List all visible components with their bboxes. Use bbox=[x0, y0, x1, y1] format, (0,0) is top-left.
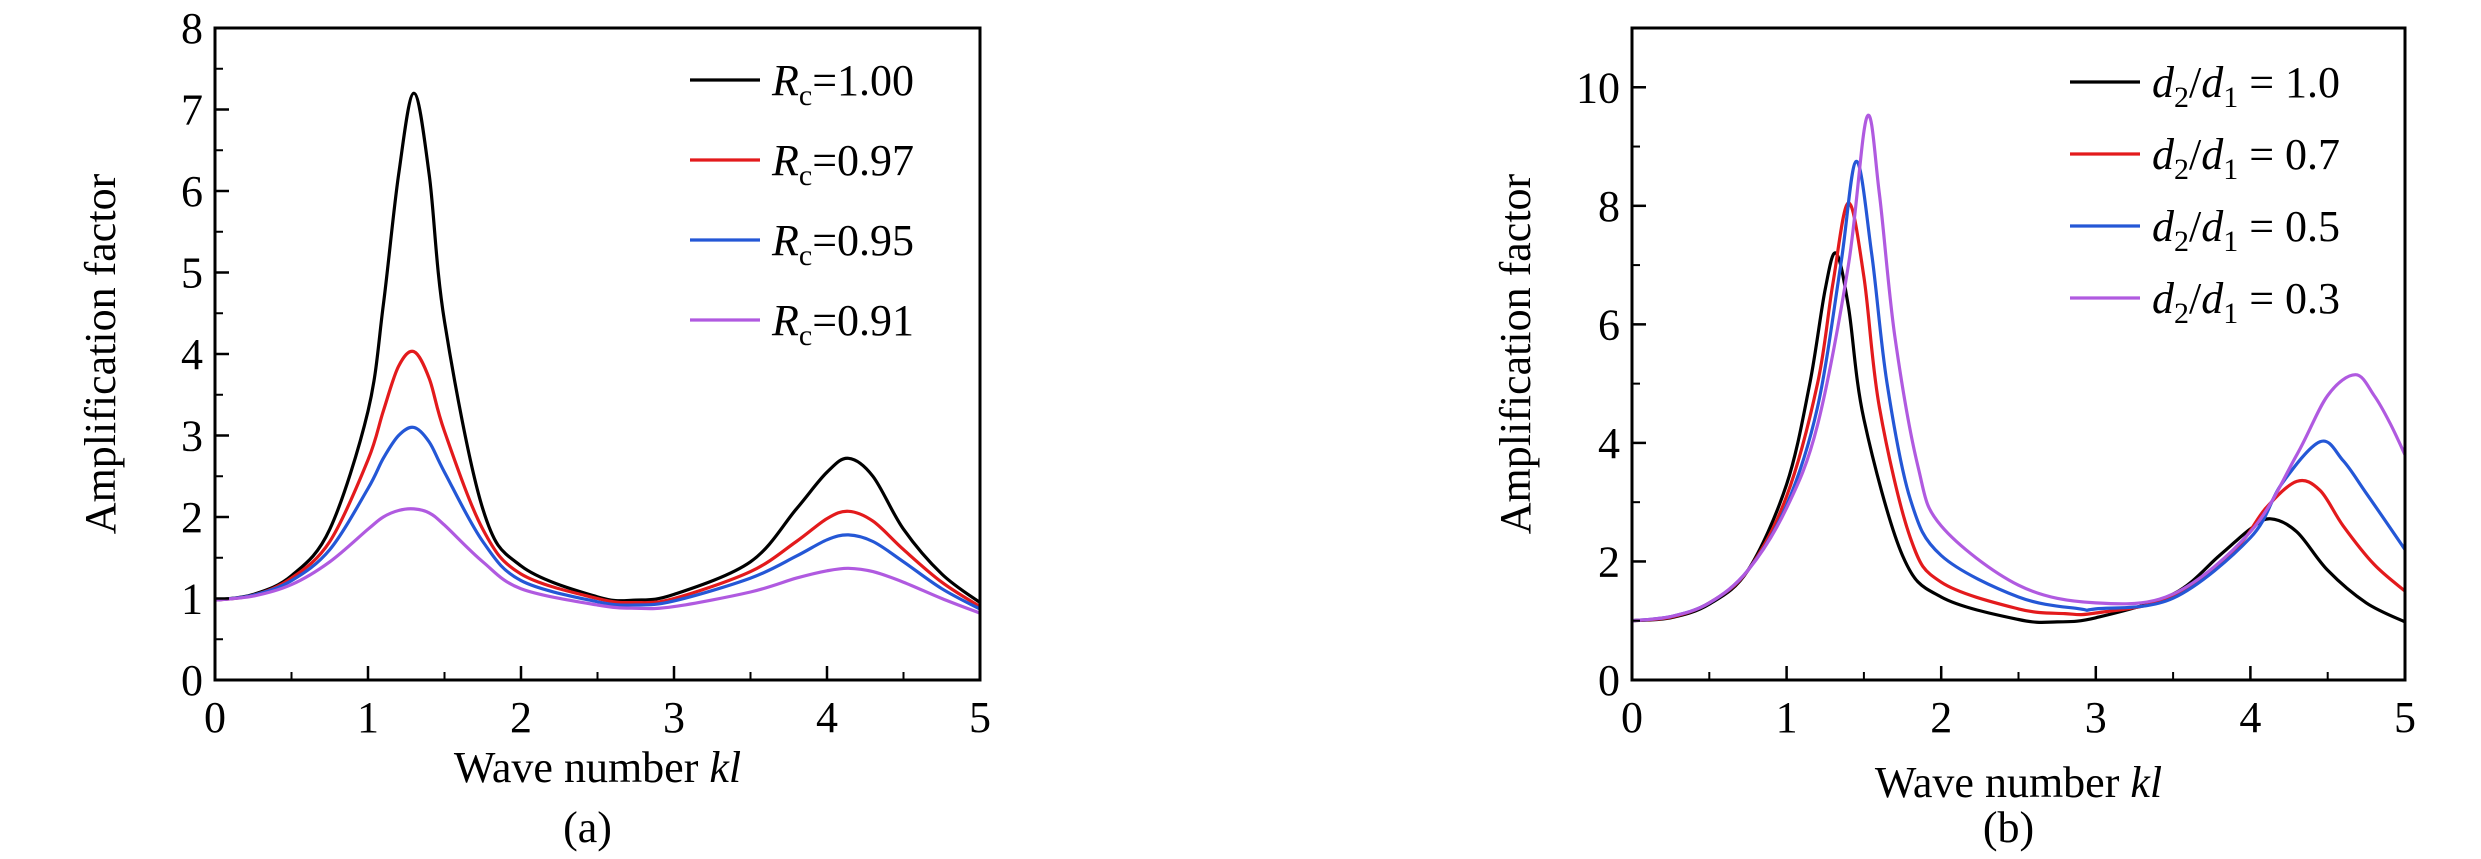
series-line-1 bbox=[215, 91, 980, 604]
x-tick-label: 1 bbox=[357, 693, 379, 742]
y-axis-label: Amplification factor bbox=[1491, 173, 1540, 534]
panel-caption: (b) bbox=[1983, 803, 2034, 852]
legend-entry: d2/d1 = 0.7 bbox=[2152, 130, 2340, 186]
x-tick-label: 4 bbox=[816, 693, 838, 742]
panel-caption: (a) bbox=[563, 803, 612, 852]
y-tick-label: 6 bbox=[181, 167, 203, 216]
x-tick-label: 2 bbox=[1930, 693, 1952, 742]
legend: Rc=1.00 Rc=0.97 Rc=0.95 Rc=0.91 bbox=[690, 56, 914, 352]
series-line-2 bbox=[215, 349, 980, 608]
x-tick-label: 2 bbox=[510, 693, 532, 742]
x-tick-label: 5 bbox=[969, 693, 991, 742]
y-tick-label: 5 bbox=[181, 249, 203, 298]
legend-entry: Rc=0.97 bbox=[771, 136, 914, 192]
y-tick-label: 8 bbox=[181, 4, 203, 53]
x-tick-label: 0 bbox=[1621, 693, 1643, 742]
x-tick-label: 3 bbox=[663, 693, 685, 742]
x-tick-label: 0 bbox=[204, 693, 226, 742]
series-line-4 bbox=[1632, 113, 2405, 623]
chart-panel-b: 0 1 2 3 4 5 0 2 4 6 8 10 Amplification factor Wave nu… bbox=[1491, 26, 2416, 852]
legend-entry: d2/d1 = 0.3 bbox=[2152, 274, 2340, 330]
y-tick-label: 0 bbox=[181, 656, 203, 705]
plot-frame bbox=[213, 26, 982, 682]
legend-entry: Rc=0.91 bbox=[771, 296, 914, 352]
series-line-1 bbox=[1632, 251, 2405, 624]
y-tick-label: 6 bbox=[1598, 300, 1620, 349]
y-tick-label: 4 bbox=[1598, 419, 1620, 468]
y-tick-label: 2 bbox=[1598, 537, 1620, 586]
y-tick-label: 10 bbox=[1576, 63, 1620, 112]
y-tick-label: 1 bbox=[181, 575, 203, 624]
series-line-3 bbox=[215, 425, 980, 611]
x-axis-label: Wave number kl bbox=[454, 743, 741, 792]
series-line-4 bbox=[215, 507, 980, 615]
y-tick-label: 2 bbox=[181, 493, 203, 542]
chart-panel-a: 0 1 2 3 4 5 0 1 2 3 4 5 6 7 8 Amplification factor Wave … bbox=[76, 4, 991, 852]
legend: d2/d1 = 1.0 d2/d1 = 0.7 d2/d1 = 0.5 d2/d1 =… bbox=[2070, 58, 2340, 330]
legend-entry: Rc=1.00 bbox=[771, 56, 914, 112]
series-line-2 bbox=[1632, 201, 2405, 623]
x-tick-label: 1 bbox=[1776, 693, 1798, 742]
y-tick-label: 0 bbox=[1598, 656, 1620, 705]
y-tick-label: 4 bbox=[181, 330, 203, 379]
x-tick-label: 4 bbox=[2239, 693, 2261, 742]
legend-entry: d2/d1 = 1.0 bbox=[2152, 58, 2340, 114]
legend-entry: d2/d1 = 0.5 bbox=[2152, 202, 2340, 258]
x-axis-label: Wave number kl bbox=[1875, 758, 2162, 807]
y-axis-label: Amplification factor bbox=[76, 173, 125, 534]
plot-frame bbox=[1630, 26, 2407, 682]
legend-entry: Rc=0.95 bbox=[771, 216, 914, 272]
y-tick-label: 7 bbox=[181, 86, 203, 135]
y-tick-label: 3 bbox=[181, 412, 203, 461]
x-tick-label: 3 bbox=[2085, 693, 2107, 742]
y-tick-label: 8 bbox=[1598, 182, 1620, 231]
x-tick-label: 5 bbox=[2394, 693, 2416, 742]
